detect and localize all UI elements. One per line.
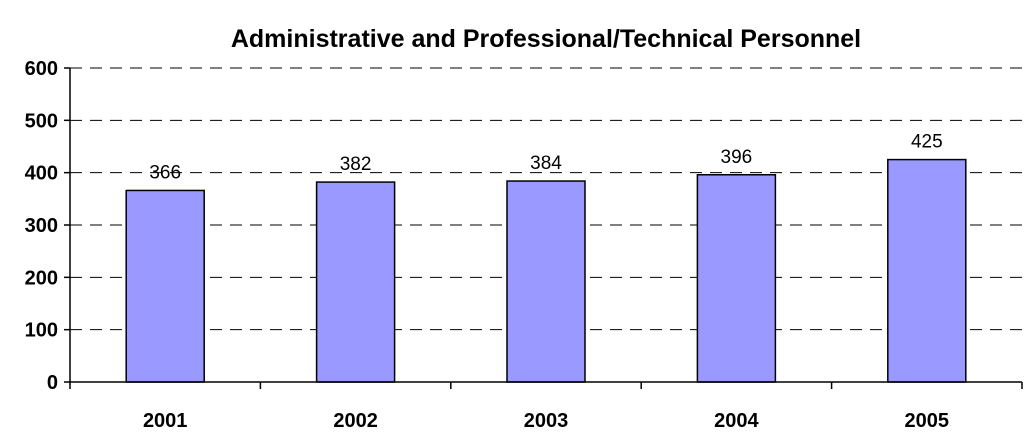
bar-2004 bbox=[696, 174, 777, 383]
data-label-2002: 382 bbox=[340, 154, 372, 175]
axes bbox=[64, 67, 1023, 389]
y-tick-label-500: 500 bbox=[25, 110, 58, 132]
bar-2003 bbox=[506, 180, 586, 383]
x-tick-label-2005: 2005 bbox=[905, 410, 950, 432]
y-tick-label-200: 200 bbox=[25, 267, 58, 289]
y-tick-label-100: 100 bbox=[25, 320, 58, 342]
y-tick-labels: 0 100 200 300 400 500 600 bbox=[25, 58, 58, 394]
y-tick-label-300: 300 bbox=[25, 215, 58, 237]
chart-title: Administrative and Professional/Technica… bbox=[231, 25, 861, 53]
data-label-2005: 425 bbox=[911, 132, 943, 153]
bar-2005 bbox=[887, 158, 967, 383]
y-tick-label-0: 0 bbox=[47, 372, 58, 394]
x-tick-label-2002: 2002 bbox=[333, 410, 378, 432]
bar-2001 bbox=[125, 189, 205, 383]
bars bbox=[125, 158, 967, 383]
bar-2002 bbox=[315, 181, 396, 383]
data-label-2003: 384 bbox=[530, 153, 562, 174]
y-tick-label-400: 400 bbox=[25, 163, 58, 185]
x-tick-label-2003: 2003 bbox=[524, 410, 569, 432]
data-label-2004: 396 bbox=[721, 147, 753, 168]
data-labels: 366 382 384 396 425 bbox=[149, 132, 942, 184]
x-tick-labels: 2001 2002 2003 2004 2005 bbox=[143, 410, 949, 432]
data-label-2001: 366 bbox=[149, 162, 181, 183]
x-tick-label-2001: 2001 bbox=[143, 410, 188, 432]
y-tick-label-600: 600 bbox=[25, 58, 58, 80]
x-tick-label-2004: 2004 bbox=[714, 410, 759, 432]
